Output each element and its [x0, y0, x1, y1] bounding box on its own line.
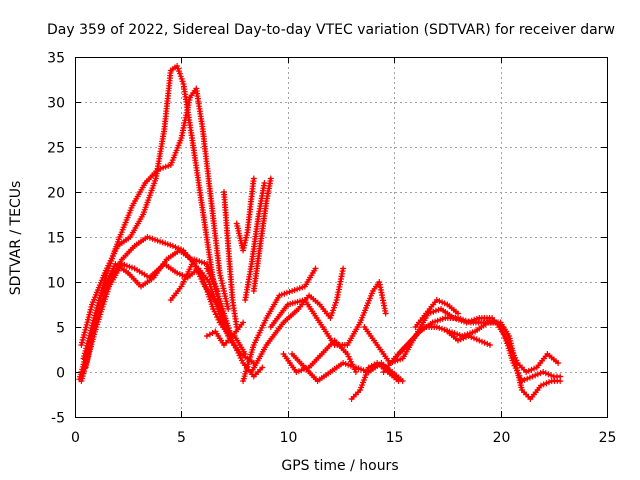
y-tick-label: -5: [51, 411, 65, 427]
y-tick-label: 10: [47, 276, 65, 292]
x-tick-label: 25: [599, 430, 617, 446]
data-point-marker: [312, 265, 319, 272]
x-tick-label: 10: [280, 430, 298, 446]
data-point-marker: [546, 379, 552, 386]
data-point-marker: [211, 308, 218, 315]
series-track-9: [203, 319, 247, 348]
series-track-8: [210, 306, 249, 357]
x-tick-label: 20: [493, 430, 511, 446]
data-point-marker: [240, 319, 247, 326]
data-point-marker: [457, 336, 464, 343]
data-point-marker: [540, 381, 547, 388]
y-tick-label: 0: [56, 366, 65, 382]
series-track-10: [221, 189, 240, 330]
series-track-19: [348, 360, 402, 402]
data-point-marker: [524, 375, 531, 382]
data-point-marker: [172, 244, 179, 251]
data-point-marker: [267, 175, 274, 182]
x-tick-label: 0: [71, 430, 80, 446]
data-point-marker: [242, 351, 249, 357]
chart-title: Day 359 of 2022, Sidereal Day-to-day VTE…: [47, 22, 615, 38]
data-point-marker: [525, 367, 532, 374]
series-line: [397, 321, 562, 401]
series-track-11: [233, 175, 257, 254]
x-tick-label: 5: [177, 430, 186, 446]
data-point-marker: [555, 360, 562, 366]
data-point-marker: [441, 300, 448, 307]
data-point-marker: [174, 270, 181, 276]
data-point-marker: [214, 314, 221, 321]
series-track-2: [80, 85, 232, 362]
data-point-marker: [233, 324, 240, 330]
data-point-marker: [212, 311, 219, 318]
data-point-marker: [531, 365, 538, 372]
data-point-marker: [542, 370, 549, 377]
y-axis-label: SDTVAR / TECUs: [8, 181, 24, 296]
series-track-22: [395, 319, 564, 402]
data-point-marker: [538, 382, 544, 389]
data-point-marker: [557, 378, 564, 384]
data-point-marker: [382, 310, 389, 317]
data-point-marker: [455, 337, 461, 344]
y-tick-label: 30: [47, 96, 65, 112]
series-track-23: [412, 297, 461, 330]
data-point-marker: [523, 369, 530, 375]
data-point-marker: [463, 334, 469, 341]
y-tick-label: 20: [47, 186, 65, 202]
data-point-marker: [529, 373, 536, 380]
data-point-marker: [340, 265, 347, 272]
series-track-12: [242, 180, 268, 303]
data-point-marker: [487, 342, 493, 348]
data-point-marker: [455, 310, 461, 317]
data-point-marker: [468, 334, 475, 341]
y-tick-label: 15: [47, 231, 65, 247]
data-point-marker: [250, 175, 257, 182]
series-track-16: [267, 279, 389, 348]
data-point-marker: [215, 316, 222, 323]
y-tick-label: 35: [47, 51, 65, 67]
y-tick-label: 5: [56, 321, 65, 337]
series-track-13: [250, 175, 274, 294]
data-point-marker: [471, 335, 477, 342]
data-point-marker: [352, 369, 359, 375]
data-series: [76, 63, 564, 402]
data-point-marker: [484, 340, 491, 347]
data-point-marker: [395, 378, 402, 384]
series-track-24: [444, 328, 493, 348]
y-tick-label: 25: [47, 141, 65, 157]
data-point-marker: [476, 337, 483, 344]
series-track-5: [82, 247, 217, 371]
data-point-marker: [534, 371, 541, 378]
data-point-marker: [176, 70, 183, 77]
data-point-marker: [259, 364, 266, 371]
data-point-marker: [548, 372, 555, 379]
data-point-marker: [225, 306, 232, 312]
data-point-marker: [210, 306, 217, 312]
x-axis-label: GPS time / hours: [281, 458, 398, 474]
data-point-marker: [176, 271, 183, 278]
series-track-18: [280, 337, 359, 375]
x-tick-label: 15: [386, 430, 404, 446]
data-point-marker: [261, 180, 268, 186]
data-point-marker: [537, 370, 544, 377]
series-line: [82, 87, 230, 360]
series-track-14: [240, 265, 319, 384]
plot-area-frame: [75, 57, 608, 418]
data-point-marker: [436, 298, 443, 305]
data-point-marker: [481, 339, 488, 346]
